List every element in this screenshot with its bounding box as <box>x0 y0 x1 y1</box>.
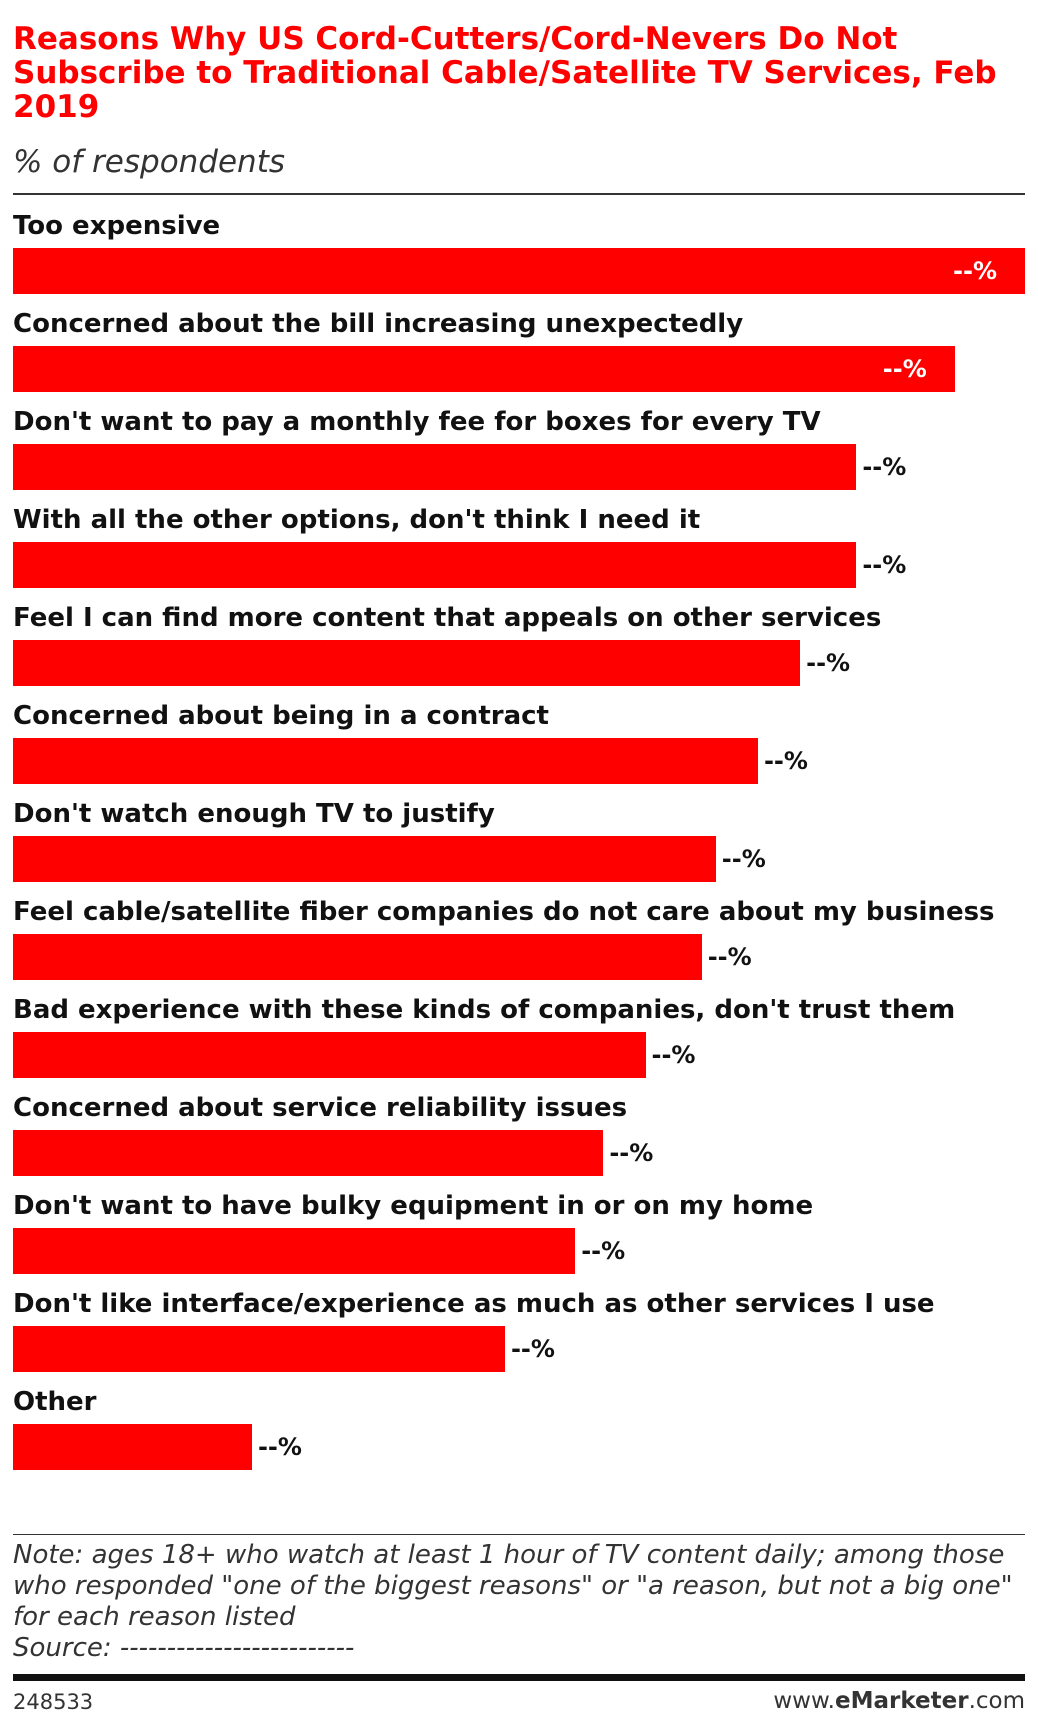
bar-row: With all the other options, don't think … <box>13 504 1025 588</box>
bar-row: Bad experience with these kinds of compa… <box>13 994 1025 1078</box>
bar <box>13 934 702 980</box>
bar-track: --% <box>13 542 1025 588</box>
bar-row: Don't watch enough TV to justify --% <box>13 798 1025 882</box>
bar-row: Other --% <box>13 1386 1025 1470</box>
brand-suffix: .com <box>968 1688 1025 1714</box>
bar <box>13 1326 505 1372</box>
value-label: --% <box>862 551 907 579</box>
category-label: Concerned about the bill increasing unex… <box>13 309 744 339</box>
divider <box>13 193 1025 195</box>
category-label: Bad experience with these kinds of compa… <box>13 995 956 1025</box>
bar-row: Don't want to pay a monthly fee for boxe… <box>13 406 1025 490</box>
bar-row: Don't want to have bulky equipment in or… <box>13 1190 1025 1274</box>
bar <box>13 248 1025 294</box>
bar-row: Feel cable/satellite fiber companies do … <box>13 896 1025 980</box>
bar <box>13 346 955 392</box>
category-label: Don't want to have bulky equipment in or… <box>13 1191 814 1221</box>
bar <box>13 738 758 784</box>
category-label: Too expensive <box>13 211 221 241</box>
value-label: --% <box>707 943 752 971</box>
bar <box>13 1424 252 1470</box>
brand: www.eMarketer.com <box>773 1688 1025 1714</box>
bar-row: Concerned about the bill increasing unex… <box>13 308 1025 392</box>
value-label: --% <box>862 453 907 481</box>
chart-title: Reasons Why US Cord-Cutters/Cord-Nevers … <box>13 21 997 125</box>
brand-prefix: www. <box>773 1688 835 1714</box>
bar-track: --% <box>13 1130 1025 1176</box>
category-label: Other <box>13 1387 97 1417</box>
category-label: Don't like interface/experience as much … <box>13 1289 935 1319</box>
bar-track: --% <box>13 1032 1025 1078</box>
bar-track: --% <box>13 836 1025 882</box>
value-label: --% <box>721 845 766 873</box>
source: Source: ------------------------- <box>13 1633 355 1663</box>
bar-track: --% <box>13 934 1025 980</box>
value-label: --% <box>763 747 808 775</box>
bar-row: Too expensive --% <box>13 210 1025 294</box>
category-label: Concerned about service reliability issu… <box>13 1093 628 1123</box>
category-label: Don't watch enough TV to justify <box>13 799 495 829</box>
value-label: --% <box>953 257 997 285</box>
bar <box>13 444 857 490</box>
bar <box>13 1032 646 1078</box>
value-label: --% <box>609 1139 654 1167</box>
footnote: Note: ages 18+ who watch at least 1 hour… <box>13 1540 1023 1664</box>
bar-track: --% <box>13 1424 1025 1470</box>
bar <box>13 542 857 588</box>
value-label: --% <box>257 1433 302 1461</box>
bar-track: --% <box>13 1326 1025 1372</box>
bar-row: Concerned about being in a contract --% <box>13 700 1025 784</box>
note: Note: ages 18+ who watch at least 1 hour… <box>13 1540 1013 1632</box>
bar-track: --% <box>13 346 1025 392</box>
bar-track: --% <box>13 1228 1025 1274</box>
bar-track: --% <box>13 444 1025 490</box>
value-label: --% <box>806 649 851 677</box>
bar-rows: Too expensive --% Concerned about the bill… <box>13 210 1025 1484</box>
bar-row: Feel I can find more content that appeal… <box>13 602 1025 686</box>
bar <box>13 1130 604 1176</box>
bar-row: Concerned about service reliability issu… <box>13 1092 1025 1176</box>
category-label: Concerned about being in a contract <box>13 701 549 731</box>
value-label: --% <box>510 1335 555 1363</box>
divider <box>13 1534 1025 1535</box>
value-label: --% <box>882 355 927 383</box>
bar-track: --% <box>13 248 1025 294</box>
chart-id: 248533 <box>13 1690 94 1714</box>
bar <box>13 836 716 882</box>
value-label: --% <box>651 1041 696 1069</box>
bar-track: --% <box>13 738 1025 784</box>
value-label: --% <box>581 1237 626 1265</box>
bar <box>13 640 801 686</box>
category-label: Don't want to pay a monthly fee for boxe… <box>13 407 821 437</box>
divider <box>13 1674 1025 1681</box>
category-label: Feel cable/satellite fiber companies do … <box>13 897 995 927</box>
bar <box>13 1228 576 1274</box>
bar-row: Don't like interface/experience as much … <box>13 1288 1025 1372</box>
bar-track: --% <box>13 640 1025 686</box>
brand-name: eMarketer <box>834 1688 969 1714</box>
chart-subtitle: % of respondents <box>13 144 286 180</box>
category-label: With all the other options, don't think … <box>13 505 701 535</box>
category-label: Feel I can find more content that appeal… <box>13 603 882 633</box>
